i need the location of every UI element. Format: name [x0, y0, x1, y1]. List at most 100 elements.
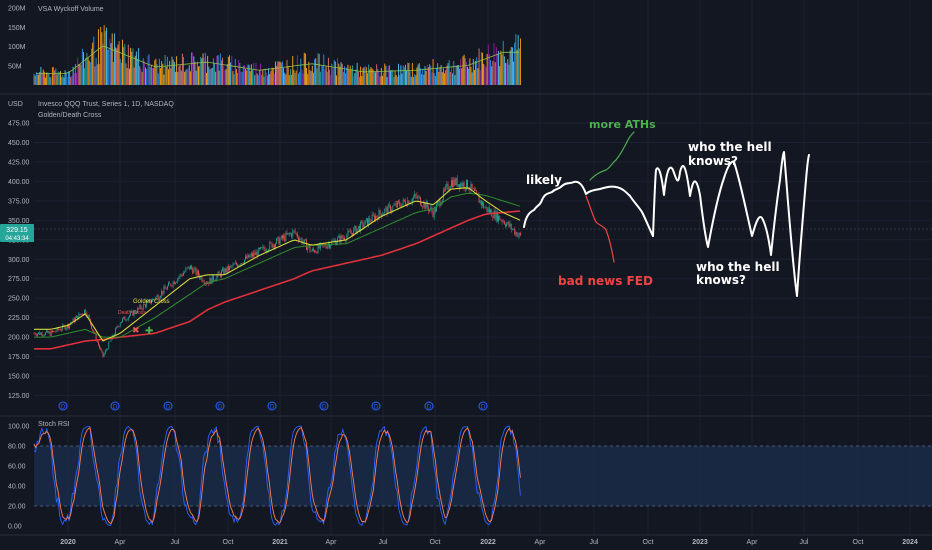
volume-bar: [444, 73, 445, 85]
candle-body: [294, 230, 296, 233]
hand-drawn-annotations: more ATHs likely bad news FED who the he…: [526, 118, 780, 288]
candle-body: [239, 265, 241, 266]
volume-bar: [192, 52, 194, 85]
candle-body: [407, 200, 409, 207]
candle-body: [290, 233, 291, 235]
volume-bar: [83, 51, 84, 85]
dividend-marker[interactable]: D: [110, 401, 120, 411]
golden-death-cross-title[interactable]: Golden/Death Cross: [38, 112, 102, 119]
candle-body: [463, 182, 465, 189]
candle-body: [244, 259, 245, 264]
candle-body: [445, 186, 447, 190]
volume-bar: [253, 63, 255, 85]
death-cross-marker[interactable]: Death Cross ✖: [118, 310, 146, 335]
volume-bar: [211, 67, 213, 85]
hand-drawn-projections: [523, 131, 810, 297]
volume-bar: [317, 53, 319, 85]
volume-bar: [402, 65, 404, 85]
candle-body: [444, 189, 445, 191]
stoch-axis-label: 60.00: [8, 464, 26, 471]
volume-bar: [513, 61, 514, 85]
candle-body: [201, 276, 203, 281]
candle-body: [455, 178, 457, 185]
volume-bar: [342, 71, 344, 85]
candle-body: [330, 245, 332, 248]
volume-bar: [459, 68, 460, 85]
volume-bar: [155, 58, 157, 85]
volume-bar: [411, 62, 413, 85]
dividend-marker[interactable]: D: [478, 401, 488, 411]
volume-bar: [233, 74, 235, 85]
volume-bar: [118, 41, 120, 85]
candle-body: [272, 244, 274, 248]
candle-body: [190, 265, 191, 270]
price-axis-label: 250.00: [8, 296, 30, 303]
time-axis: 2020 Apr Jul Oct 2021 Apr Jul Oct 2022 Apr Jul Oct 2…: [60, 539, 918, 546]
volume-bar: [464, 58, 466, 85]
candle-body: [391, 210, 393, 212]
dividend-marker[interactable]: D: [163, 401, 173, 411]
volume-bar: [91, 48, 92, 85]
volume-axis-label: 100M: [8, 44, 26, 51]
volume-bar: [264, 68, 266, 85]
candle-body: [207, 283, 209, 284]
dividend-marker[interactable]: D: [267, 401, 277, 411]
price-axis-label: 275.00: [8, 276, 30, 283]
volume-bar: [147, 55, 149, 85]
stoch-rsi-title[interactable]: Stoch RSI: [38, 421, 70, 428]
volume-bar: [307, 73, 309, 85]
dividend-marker[interactable]: D: [58, 401, 68, 411]
candle-body: [126, 319, 128, 321]
candle-body: [287, 233, 289, 235]
volume-bar: [363, 67, 365, 85]
dividend-marker[interactable]: D: [424, 401, 434, 411]
candle-body: [284, 235, 286, 241]
candle-body: [68, 324, 69, 328]
candle-body: [349, 231, 351, 234]
volume-bar: [103, 25, 105, 85]
dividend-marker[interactable]: D: [215, 401, 225, 411]
stoch-k-line: [33, 425, 521, 527]
volume-bar: [440, 65, 442, 85]
candle-body: [418, 196, 420, 198]
dividend-marker-label: D: [61, 404, 66, 410]
candle-body: [333, 240, 335, 241]
candle-body: [380, 213, 382, 217]
candle-body: [225, 268, 227, 273]
candle-body: [454, 179, 456, 185]
candle-body: [52, 330, 53, 332]
dividend-marker[interactable]: D: [319, 401, 329, 411]
candle-body: [495, 211, 497, 220]
candle-body: [129, 315, 130, 318]
dividend-marker[interactable]: D: [371, 401, 381, 411]
volume-bar: [110, 43, 112, 85]
volume-bar: [101, 32, 103, 85]
candle-body: [35, 334, 37, 336]
volume-bar: [367, 73, 368, 85]
volume-bar: [214, 62, 215, 85]
volume-bar: [97, 29, 99, 85]
volume-bar: [100, 26, 102, 85]
candle-body: [49, 331, 51, 336]
volume-bar: [229, 55, 230, 85]
price-symbol-title[interactable]: Invesco QQQ Trust, Series 1, 1D, NASDAQ: [38, 101, 174, 108]
candle-body: [221, 271, 222, 277]
stoch-rsi-panel: Stoch RSI 100.00 80.00 60.00 40.00 20.00 0.00: [8, 421, 932, 531]
volume-bar: [187, 68, 189, 85]
candle-body: [164, 286, 166, 289]
candle-body: [365, 218, 367, 220]
volume-bar: [206, 72, 207, 85]
candle-body: [512, 229, 513, 230]
golden-cross-marker[interactable]: Golden Cross ✚: [133, 299, 170, 337]
volume-bar: [447, 63, 449, 85]
volume-bar: [290, 69, 291, 85]
candle-body: [108, 342, 110, 350]
volume-bar: [200, 56, 202, 85]
volume-bar: [239, 63, 241, 85]
candle-body: [388, 204, 390, 206]
candle-body: [122, 318, 123, 322]
candle-body: [515, 232, 517, 235]
candle-body: [441, 199, 443, 204]
volume-bar: [153, 68, 155, 85]
